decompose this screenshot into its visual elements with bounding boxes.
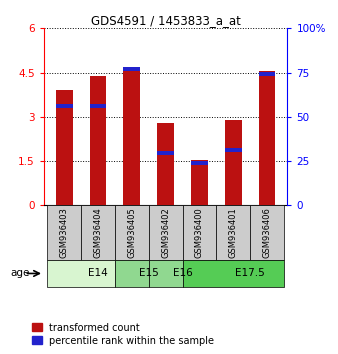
Text: GSM936406: GSM936406	[263, 207, 271, 258]
Bar	[250, 205, 284, 260]
Bar	[81, 205, 115, 260]
Text: E15: E15	[139, 268, 159, 279]
Bar	[115, 205, 149, 260]
Bar	[225, 120, 242, 205]
Text: GSM936403: GSM936403	[60, 207, 69, 258]
Text: GSM936405: GSM936405	[127, 207, 136, 258]
Text: E16: E16	[173, 268, 192, 279]
Bar	[157, 123, 174, 205]
Bar	[183, 205, 216, 260]
Bar	[90, 75, 106, 205]
Bar	[123, 67, 140, 71]
Bar	[225, 148, 242, 152]
Bar	[216, 205, 250, 260]
Bar	[47, 205, 81, 260]
Bar	[259, 72, 275, 76]
Bar	[191, 161, 208, 165]
Title: GDS4591 / 1453833_a_at: GDS4591 / 1453833_a_at	[91, 14, 241, 27]
Bar	[259, 71, 275, 205]
Bar	[115, 260, 149, 287]
Legend: transformed count, percentile rank within the sample: transformed count, percentile rank withi…	[32, 323, 214, 346]
Text: GSM936402: GSM936402	[161, 207, 170, 258]
Text: GSM936401: GSM936401	[229, 207, 238, 258]
Bar	[56, 90, 73, 205]
Text: GSM936400: GSM936400	[195, 207, 204, 258]
Bar	[56, 104, 73, 108]
Bar	[90, 104, 106, 108]
Bar	[149, 260, 183, 287]
Bar	[149, 205, 183, 260]
Bar	[191, 160, 208, 205]
Bar	[157, 152, 174, 155]
Text: GSM936404: GSM936404	[94, 207, 102, 258]
Bar	[183, 260, 284, 287]
Text: E14: E14	[88, 268, 108, 279]
Bar	[47, 260, 115, 287]
Text: age: age	[10, 268, 29, 278]
Text: E17.5: E17.5	[235, 268, 265, 279]
Bar	[123, 68, 140, 205]
